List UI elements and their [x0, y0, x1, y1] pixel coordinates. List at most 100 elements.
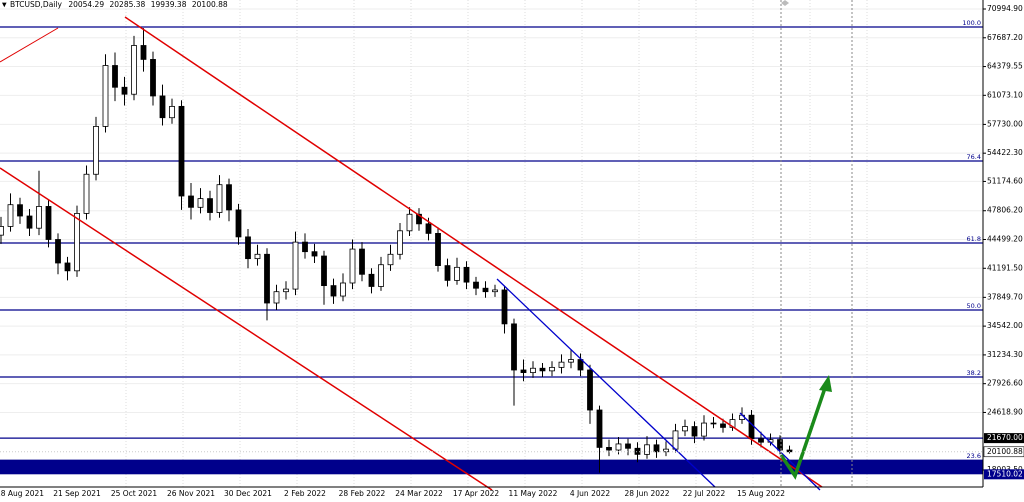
candle-body [397, 230, 403, 255]
x-tick-label: 28 Feb 2022 [339, 489, 386, 498]
candles [0, 28, 793, 473]
close: 20100.88 [192, 0, 228, 9]
candle-body [216, 184, 223, 213]
candle-body [530, 367, 536, 374]
candle-body [758, 438, 764, 443]
candle-body [435, 233, 441, 266]
candle-body [150, 59, 156, 97]
fib-label: 76.4 [967, 153, 981, 161]
x-tick-label: 30 Dec 2021 [224, 489, 272, 498]
arrow-head [819, 375, 832, 392]
trend-line [0, 27, 59, 63]
candle-body [245, 236, 251, 260]
y-tick-label: 44499.20 [987, 235, 1023, 244]
candle-body [625, 443, 631, 449]
drawings [0, 0, 853, 491]
candle-body [682, 426, 688, 432]
candle-body [169, 105, 175, 119]
y-tick-label: 67687.20 [987, 33, 1023, 42]
zone-price: 17510.02 [987, 469, 1023, 478]
candle-body [720, 423, 726, 428]
y-tick-label: 24618.90 [987, 407, 1023, 416]
candle-body [644, 444, 650, 455]
zone [0, 460, 983, 475]
trend-line [496, 278, 716, 488]
candle-body [226, 184, 232, 211]
candle-body [501, 289, 508, 325]
trend-line [0, 167, 493, 491]
candle-body [0, 226, 4, 236]
symbol-info: BTCUSD,Daily 20054.29 20285.38 19939.38 … [10, 0, 228, 9]
candle-body [17, 204, 23, 217]
candle-body [254, 253, 261, 260]
candle-body [558, 361, 565, 368]
candle-body [368, 273, 375, 287]
open: 20054.29 [68, 0, 104, 9]
candle-body [359, 248, 365, 275]
x-tick-label: 17 Apr 2022 [453, 489, 500, 498]
fib-label: 50.0 [967, 302, 981, 310]
candle-body [36, 206, 42, 229]
candle-body [539, 367, 546, 372]
x-tick-label: 18 Aug 2021 [0, 489, 44, 498]
candle-body [292, 241, 299, 290]
candle-body [64, 262, 71, 272]
candle-body [188, 195, 194, 208]
candle-body [140, 45, 147, 60]
candle-body [178, 105, 185, 197]
candle-body [159, 95, 166, 119]
candle-body [7, 204, 14, 227]
candle-body [330, 285, 337, 297]
candle-body [691, 426, 698, 437]
x-tick-label: 24 Mar 2022 [395, 489, 443, 498]
candle-body [473, 281, 479, 289]
header: ▼ BTCUSD,Daily 20054.29 20285.38 19939.3… [2, 0, 228, 9]
candle-body [378, 264, 384, 287]
x-tick-label: 11 May 2022 [509, 489, 558, 498]
price-box [984, 433, 1024, 444]
candle-body [131, 45, 137, 95]
y-tick-label: 47806.20 [987, 206, 1023, 215]
y-tick-label: 41191.50 [987, 263, 1023, 272]
candle-body [710, 422, 717, 425]
candle-body [511, 323, 517, 371]
x-tick-label: 2 Feb 2022 [284, 489, 326, 498]
candle-body [283, 288, 289, 293]
candle-body [340, 282, 346, 297]
candle-body [568, 359, 574, 363]
fib-label: 61.8 [967, 235, 981, 243]
candle-body [207, 198, 213, 213]
y-tick-label: 37849.70 [987, 292, 1023, 301]
candle-body [321, 255, 327, 287]
symbol: BTCUSD,Daily [10, 0, 62, 9]
candle-body [701, 422, 707, 437]
price-box [984, 469, 1024, 480]
candle-body [235, 209, 242, 238]
candle-body [615, 443, 622, 451]
high: 20285.38 [110, 0, 146, 9]
trend-line [124, 16, 823, 488]
candle-body [587, 369, 593, 411]
candle-body [454, 266, 460, 281]
y-tick-label: 54422.30 [987, 148, 1023, 157]
candle-body [425, 223, 432, 234]
candle-body [444, 265, 451, 281]
candle-body [273, 291, 280, 304]
fib-label: 23.6 [967, 452, 981, 460]
y-tick-label: 34542.00 [987, 321, 1023, 330]
y-tick-label: 27926.60 [987, 379, 1023, 388]
fib-label: 38.2 [967, 369, 981, 377]
candle-body [520, 369, 527, 374]
x-tick-label: 25 Oct 2021 [111, 489, 158, 498]
forecast-arrow [779, 384, 828, 480]
candle-body [482, 287, 489, 293]
x-tick-label: 21 Sep 2021 [53, 489, 101, 498]
y-tick-label: 51174.60 [987, 176, 1023, 185]
candle-body [349, 248, 356, 284]
candle-body [302, 241, 308, 253]
axis-labels: 70994.90 67687.20 64379.55 61073.10 57730.00… [0, 4, 1024, 498]
candle-body [492, 289, 498, 293]
candle-body [777, 439, 783, 451]
candle-body [387, 253, 394, 266]
